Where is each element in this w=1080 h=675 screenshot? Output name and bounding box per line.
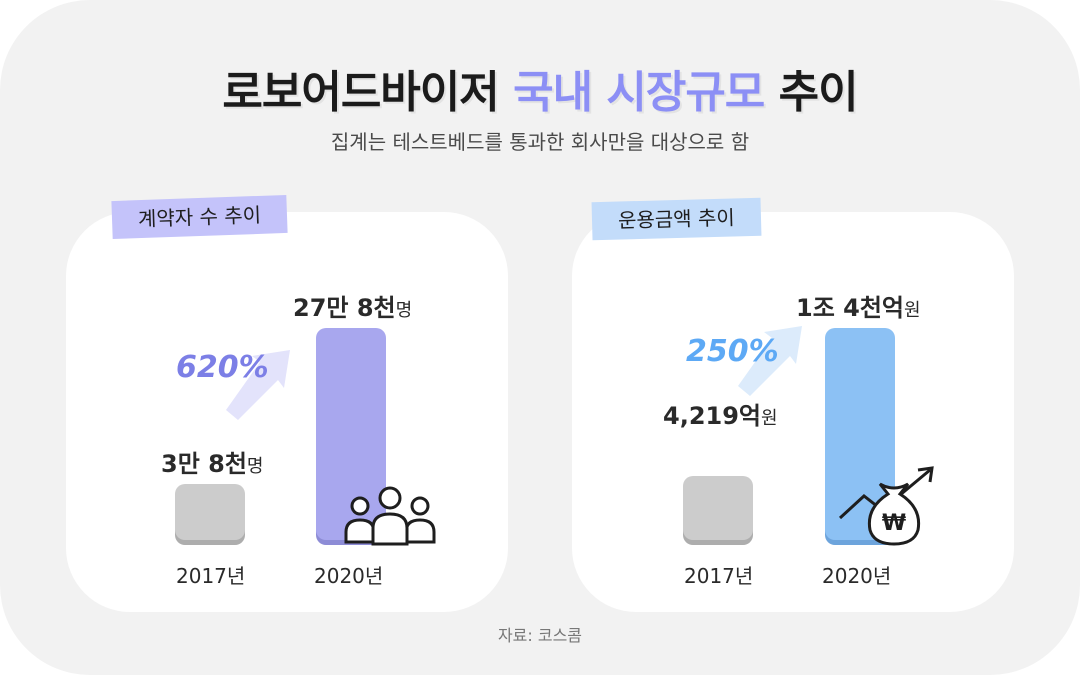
title-accent: 국내 시장규모 (513, 67, 765, 118)
contractors-chart-title: 계약자 수 추이 (111, 194, 288, 240)
growth-percent-contractors: 620% (176, 350, 269, 385)
title-part2: 추이 (778, 67, 859, 118)
title-part1: 로보어드바이저 (222, 67, 499, 118)
bar-contractors-2017 (175, 484, 245, 540)
growth-arrow-icon (226, 350, 290, 420)
growth-arrow-icon-assets (738, 326, 802, 396)
assets-chart-title: 운용금액 추이 (591, 197, 762, 241)
value-label-assets-2017: 4,219억원 (663, 402, 778, 430)
contractors-panel (66, 212, 508, 612)
year-label-2017-assets: 2017년 (684, 564, 754, 588)
subtitle: 집계는 테스트베드를 통과한 회사만을 대상으로 함 (330, 130, 750, 154)
year-label-2020: 2020년 (314, 564, 384, 588)
money-bag-won-icon: ₩ (838, 466, 934, 546)
value-label-contractors-2020: 27만 8천명 (293, 294, 413, 322)
value-label-contractors-2017: 3만 8천명 (161, 450, 264, 478)
source-note: 자료: 코스콤 (497, 626, 583, 645)
assets-panel (572, 212, 1014, 612)
growth-percent-assets: 250% (686, 334, 779, 369)
people-icon (344, 486, 436, 546)
value-label-assets-2020: 1조 4천억원 (796, 294, 921, 322)
year-label-2020-assets: 2020년 (822, 564, 892, 588)
won-sign: ₩ (882, 511, 906, 536)
year-label-2017: 2017년 (176, 564, 246, 588)
page-title: 로보어드바이저 국내 시장규모 추이 (0, 56, 1080, 120)
bar-assets-2017 (683, 476, 753, 540)
